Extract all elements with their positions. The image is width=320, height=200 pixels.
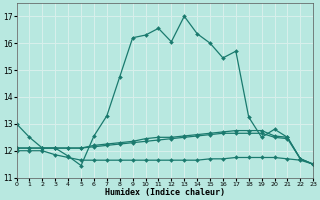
X-axis label: Humidex (Indice chaleur): Humidex (Indice chaleur) — [105, 188, 225, 197]
